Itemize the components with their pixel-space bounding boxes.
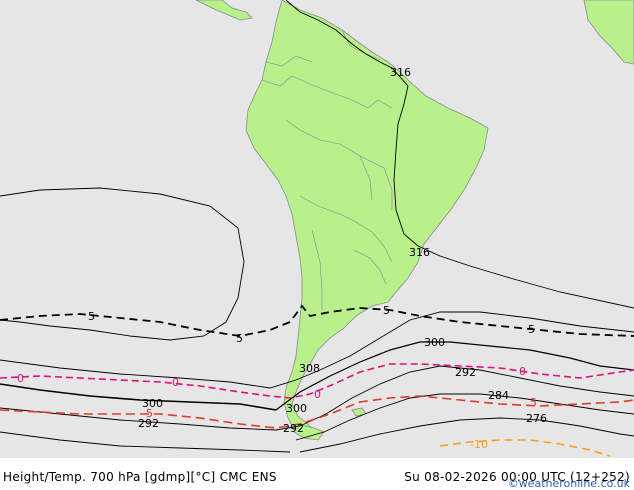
contour-308 bbox=[0, 311, 634, 389]
label-0-west: 0 bbox=[17, 372, 24, 385]
contour-292 bbox=[0, 365, 634, 431]
contour-284 bbox=[295, 393, 634, 441]
land-masses bbox=[195, 0, 634, 441]
label-m5-mid: 5 bbox=[236, 332, 243, 345]
label-0-mid: 0 bbox=[172, 376, 179, 389]
contour-316-north bbox=[285, 0, 634, 309]
borders bbox=[261, 29, 393, 310]
label-m5-red-east: 5 bbox=[530, 396, 537, 409]
tierra-del-fuego bbox=[293, 423, 325, 441]
label-292-mid: 292 bbox=[283, 422, 304, 435]
map-title: Height/Temp. 700 hPa [gdmp][°C] CMC ENS bbox=[3, 470, 277, 484]
label-0-east: 0 bbox=[519, 365, 526, 378]
label-308: 308 bbox=[299, 362, 320, 375]
label-276: 276 bbox=[526, 412, 547, 425]
height-labels: 316 316 308 300 300 300 292 292 292 284 … bbox=[138, 66, 547, 435]
label-284: 284 bbox=[488, 389, 509, 402]
label-m5-east: 5 bbox=[528, 323, 535, 336]
label-316-east: 316 bbox=[409, 246, 430, 259]
contour-276 bbox=[299, 417, 634, 453]
label-m10: -10 bbox=[470, 438, 488, 451]
contour-300-east bbox=[275, 341, 634, 411]
temp-minus5-black bbox=[0, 304, 634, 337]
label-316-north: 316 bbox=[390, 66, 411, 79]
label-0-center: 0 bbox=[314, 388, 321, 401]
label-m5-west: 5 bbox=[88, 310, 95, 323]
credit-link[interactable]: ©weatheronline.co.uk bbox=[507, 477, 630, 490]
footer-bar: Height/Temp. 700 hPa [gdmp][°C] CMC ENS … bbox=[0, 458, 634, 490]
contour-lower-west bbox=[0, 431, 291, 453]
label-292-west: 292 bbox=[138, 417, 159, 430]
temp-0-magenta bbox=[0, 363, 634, 399]
contour-closed-west bbox=[0, 187, 245, 341]
valid-time: Su 08-02-2026 00:00 UTC (12+252) bbox=[404, 470, 630, 484]
temp-minus5-red bbox=[0, 395, 634, 429]
label-300-east: 300 bbox=[424, 336, 445, 349]
label-m5-center: 5 bbox=[383, 304, 390, 317]
label-300-west: 300 bbox=[142, 397, 163, 410]
temp-minus10-orange bbox=[439, 439, 611, 457]
temperature-contours bbox=[0, 304, 634, 457]
height-contours bbox=[0, 0, 634, 453]
africa-tip bbox=[583, 0, 634, 65]
label-300-mid: 300 bbox=[286, 402, 307, 415]
south-america bbox=[245, 0, 489, 437]
central-america bbox=[195, 0, 253, 21]
label-292-east: 292 bbox=[455, 366, 476, 379]
map-canvas: 316 316 308 300 300 300 292 292 292 284 … bbox=[0, 0, 634, 458]
contour-300-west bbox=[0, 383, 277, 411]
temperature-labels: 5 5 5 5 0 0 0 0 5 5 -10 bbox=[17, 304, 537, 451]
label-m5-red-west: 5 bbox=[146, 407, 153, 420]
